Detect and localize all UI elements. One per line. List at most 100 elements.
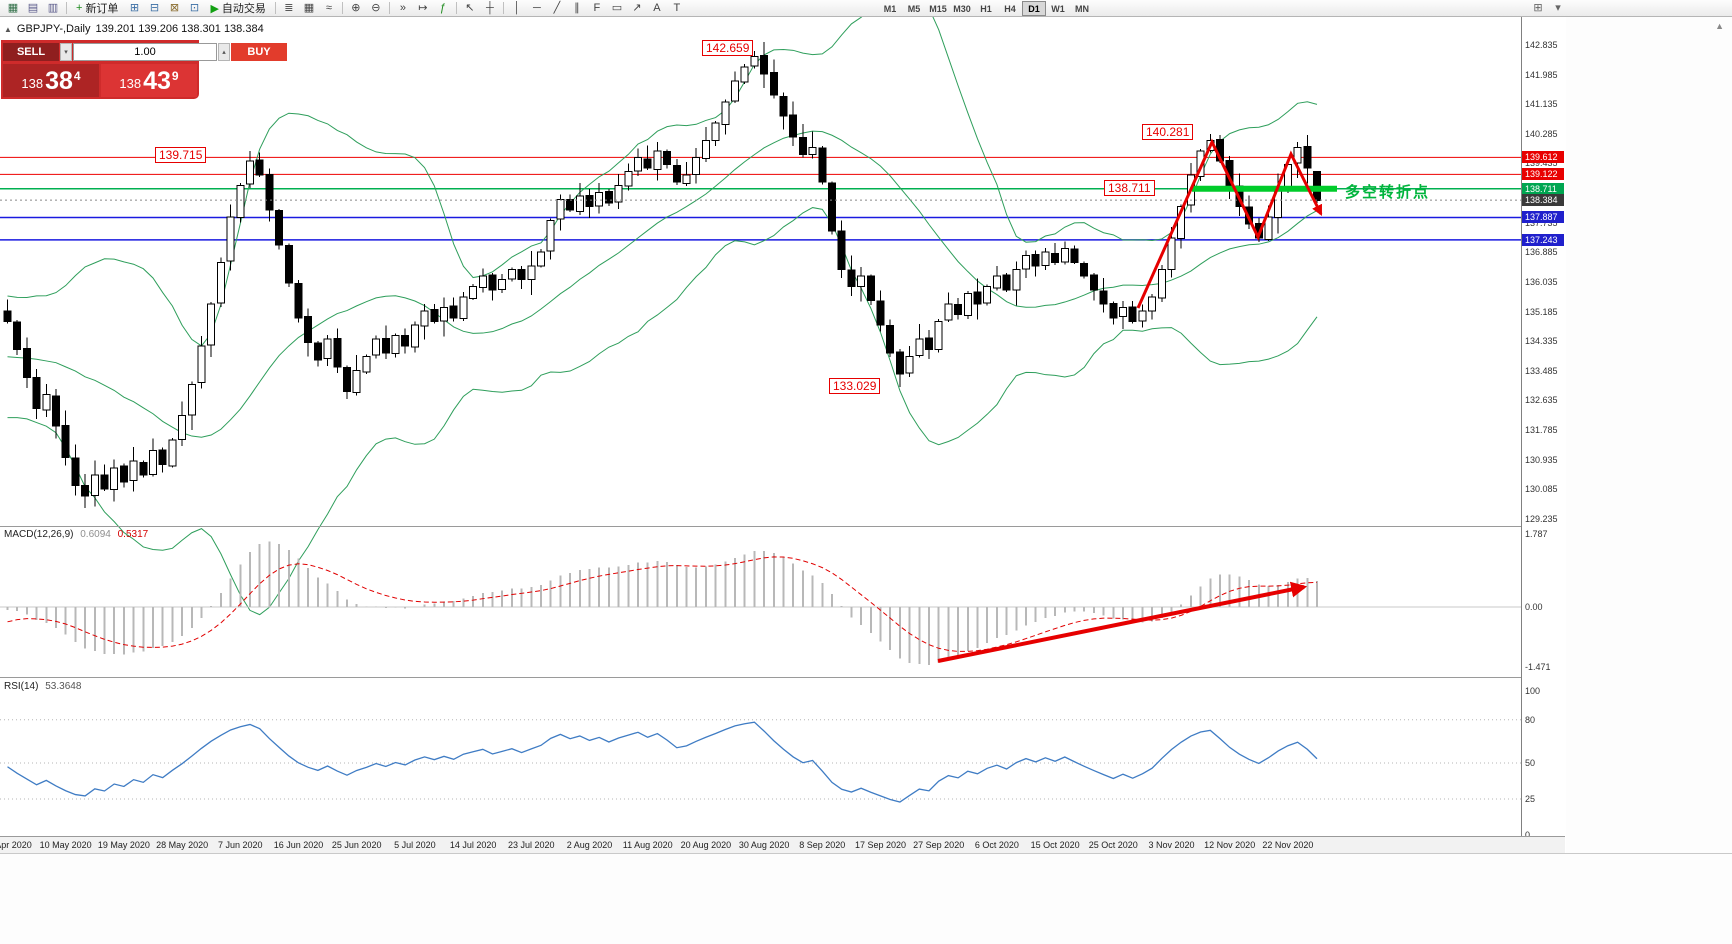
toolbar: ▦ ▤ ▥ + 新订单 ⊞ ⊟ ⊠ ⊡ ▶ 自动交易 ≣ ▦ ≈ ⊕ ⊖ » ↦ ƒ ↖ ┼ │ ─ ╱ ∥ F ▭ ↗ A T M1 M5… <box>0 0 1732 17</box>
zoom-in-icon[interactable]: ⊕ <box>351 1 361 14</box>
price-annotation-label[interactable]: 138.711 <box>1104 180 1155 196</box>
fibonacci-icon[interactable]: F <box>593 1 601 14</box>
price-annotation-label[interactable]: 142.659 <box>702 40 754 56</box>
macd-value: 0.6094 <box>80 529 111 540</box>
text-icon[interactable]: A <box>653 1 661 14</box>
price-axis-label: 139.435 <box>1525 158 1558 169</box>
price-axis-label: 130.935 <box>1525 454 1558 465</box>
toolbar-right-group: ⊞ ▾ <box>1528 1 1568 16</box>
auto-trading-button-icon: ▶ <box>210 2 219 15</box>
price-annotation-label[interactable]: 139.715 <box>155 147 207 163</box>
buy-button[interactable]: BUY <box>231 43 287 61</box>
rsi-value: 53.3648 <box>45 681 82 692</box>
chart-canvas[interactable] <box>0 0 1565 853</box>
sell-price-button[interactable]: 138 38 4 <box>3 64 99 97</box>
sell-button[interactable]: SELL <box>3 43 59 61</box>
rsi-axis-label: 50 <box>1525 758 1536 768</box>
new-order-button-icon: + <box>76 2 83 14</box>
timeframe-button-m15[interactable]: M15 <box>929 3 947 14</box>
rsi-name: RSI(14) <box>4 681 39 692</box>
price-axis-label: 132.635 <box>1525 395 1558 406</box>
toolbar-separator <box>341 2 343 14</box>
time-axis[interactable]: 30 Apr 2020 10 May 2020 19 May 2020 28 May … <box>0 836 1565 853</box>
shapes-icon[interactable]: ▭ <box>611 1 623 14</box>
timeframe-button-d1[interactable]: D1 <box>1022 1 1046 16</box>
bollinger-band-line <box>7 130 1318 438</box>
workspace-right: ▲ <box>1566 17 1732 853</box>
cursor-icon[interactable]: ↖ <box>465 1 475 14</box>
auto-scroll-icon[interactable]: » <box>399 1 406 14</box>
auto-trading-button[interactable]: ▶ 自动交易 <box>204 1 271 16</box>
text-label-icon[interactable]: T <box>673 1 681 14</box>
price-axis-label: 136.035 <box>1525 276 1558 287</box>
market-watch-icon[interactable]: ⊞ <box>129 1 140 14</box>
price-annotation-label[interactable]: 140.281 <box>1142 124 1194 140</box>
date-axis-label: 10 May 2020 <box>39 840 92 850</box>
timeframe-button-h1[interactable]: H1 <box>980 3 992 14</box>
price-axis-label: 130.085 <box>1525 484 1558 495</box>
new-chart-icon[interactable]: ▦ <box>7 1 19 14</box>
date-axis-label: 6 Oct 2020 <box>974 840 1019 850</box>
buy-price-sup: 9 <box>171 68 179 83</box>
turning-point-label[interactable]: 多空转折点 <box>1345 184 1431 201</box>
bollinger-band-line <box>7 207 1318 616</box>
navigator-icon[interactable]: ⊠ <box>169 1 180 14</box>
macd-name: MACD(12,26,9) <box>4 529 74 540</box>
arrows-icon[interactable]: ↗ <box>632 1 642 14</box>
macd-signal-value: 0.5317 <box>117 529 149 540</box>
volume-input[interactable] <box>73 43 217 61</box>
data-window-icon[interactable]: ⊟ <box>149 1 160 14</box>
one-click-collapse-icon[interactable]: ▲ <box>4 24 12 34</box>
date-axis-label: 15 Oct 2020 <box>1030 840 1080 850</box>
buy-price-button[interactable]: 138 43 9 <box>101 64 197 97</box>
chart-shift-icon[interactable]: ↦ <box>418 1 428 14</box>
macd-panel-separator[interactable] <box>0 526 1565 527</box>
date-axis-label: 11 Aug 2020 <box>622 840 673 850</box>
price-axis-label: 140.285 <box>1525 128 1558 139</box>
rsi-axis-label: 100 <box>1525 686 1541 696</box>
candlestick-chart-icon[interactable]: ▦ <box>303 1 315 14</box>
terminal-icon[interactable]: ⊡ <box>189 1 200 14</box>
timeframe-toolbar: M1 M5 M15 M30 H1 H4 D1 W1 MN <box>878 1 1094 16</box>
bar-chart-icon[interactable]: ≣ <box>284 1 294 14</box>
chart-title: ▲ GBPJPY-,Daily 139.201 139.206 138.301 … <box>4 23 264 35</box>
line-chart-icon[interactable]: ≈ <box>325 1 332 14</box>
horizontal-line-icon[interactable]: ─ <box>533 1 541 14</box>
rsi-panel-separator[interactable] <box>0 677 1565 678</box>
channel-icon[interactable]: ∥ <box>574 1 580 14</box>
timeframe-button-m5[interactable]: M5 <box>907 3 921 14</box>
date-axis-label: 5 Jul 2020 <box>394 840 436 850</box>
macd-axis-label: 1.787 <box>1525 529 1548 539</box>
price-axis-label: 141.135 <box>1525 99 1558 110</box>
auto-trading-button-label: 自动交易 <box>221 3 266 15</box>
price-axis-label: 133.485 <box>1525 365 1558 376</box>
new-order-button[interactable]: + 新订单 <box>70 1 124 16</box>
volume-increase-button[interactable]: ▴ <box>218 43 230 61</box>
volume-decrease-button[interactable]: ▾ <box>60 43 72 61</box>
timeframe-button-mn[interactable]: MN <box>1075 3 1089 14</box>
timeframe-button-m1[interactable]: M1 <box>883 3 897 14</box>
rsi-axis-label: 25 <box>1525 794 1536 804</box>
timeframe-button-h4[interactable]: H4 <box>1004 3 1016 14</box>
zoom-out-icon[interactable]: ⊖ <box>371 1 381 14</box>
toolbar-separator <box>388 2 390 14</box>
trendline-icon[interactable]: ╱ <box>553 1 561 14</box>
templates-icon[interactable]: ▥ <box>47 1 59 14</box>
profiles-icon[interactable]: ▤ <box>27 1 39 14</box>
date-axis-label: 12 Nov 2020 <box>1204 840 1256 850</box>
crosshair-icon[interactable]: ┼ <box>486 1 494 14</box>
date-axis-label: 23 Jul 2020 <box>508 840 555 850</box>
macd-trend-arrow <box>937 581 1308 663</box>
tile-windows-icon[interactable]: ⊞ <box>1533 2 1543 14</box>
scroll-up-icon[interactable]: ▲ <box>1715 21 1724 31</box>
price-annotation-label[interactable]: 133.029 <box>829 378 881 394</box>
indicators-icon[interactable]: ƒ <box>439 1 446 14</box>
timeframe-button-m30[interactable]: M30 <box>953 3 971 14</box>
more-tools-icon[interactable]: ▾ <box>1555 2 1561 14</box>
symbol-name: GBPJPY-,Daily <box>16 23 91 35</box>
timeframe-button-w1[interactable]: W1 <box>1051 3 1065 14</box>
toolbar-separator <box>274 2 276 14</box>
date-axis-label: 30 Aug 2020 <box>738 840 790 850</box>
vertical-line-icon[interactable]: │ <box>513 1 521 14</box>
